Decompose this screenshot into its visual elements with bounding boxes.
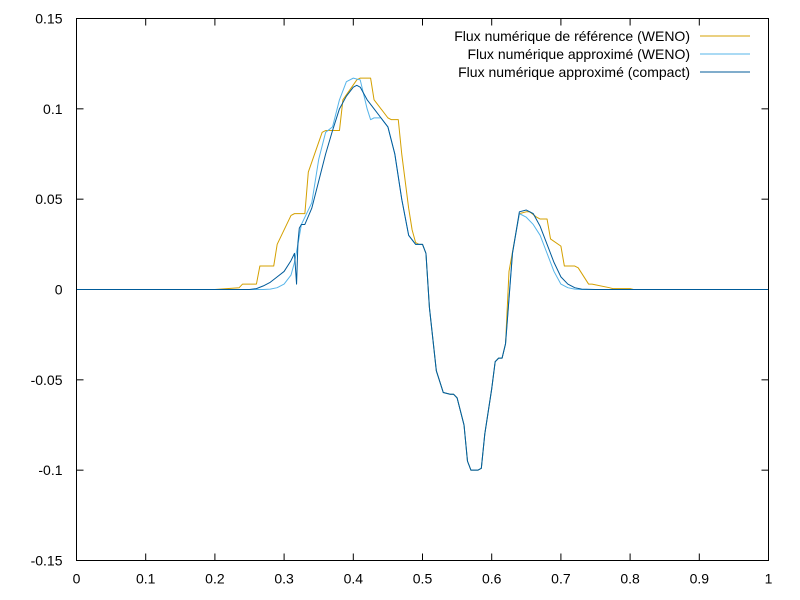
x-axis: 0 0.1 0.2 0.3 0.4 0.5 0.6 0.7 0.8 0.9 1 xyxy=(73,18,773,587)
x-tick-label: 0.1 xyxy=(136,571,156,587)
plot-frame xyxy=(76,18,769,561)
x-tick-label: 0.7 xyxy=(551,571,571,587)
x-tick-label: 0.8 xyxy=(620,571,640,587)
x-tick-label: 0.9 xyxy=(690,571,710,587)
series-line-2 xyxy=(76,77,769,471)
x-tick-label: 0.4 xyxy=(344,571,364,587)
x-tick-label: 0.2 xyxy=(205,571,225,587)
series-line-3 xyxy=(76,84,769,471)
legend-label-3: Flux numérique approximé (compact) xyxy=(458,64,690,80)
plot-series xyxy=(76,77,769,471)
legend-label-2: Flux numérique approximé (WENO) xyxy=(467,46,690,62)
x-tick-label: 0.6 xyxy=(482,571,502,587)
legend: Flux numérique de référence (WENO) Flux n… xyxy=(454,28,750,80)
x-tick-label: 0 xyxy=(73,571,81,587)
y-tick-label: 0 xyxy=(55,282,63,298)
legend-label-1: Flux numérique de référence (WENO) xyxy=(454,28,690,44)
y-tick-label: 0.15 xyxy=(35,11,62,27)
y-tick-label: 0.1 xyxy=(43,101,63,117)
y-tick-label: -0.1 xyxy=(38,462,62,478)
x-tick-label: 1 xyxy=(765,571,773,587)
x-tick-label: 0.3 xyxy=(274,571,294,587)
y-tick-label: 0.05 xyxy=(35,191,62,207)
x-tick-label: 0.5 xyxy=(413,571,433,587)
series-line-1 xyxy=(76,77,769,471)
y-tick-label: -0.05 xyxy=(31,372,63,388)
y-tick-label: -0.15 xyxy=(31,553,63,569)
